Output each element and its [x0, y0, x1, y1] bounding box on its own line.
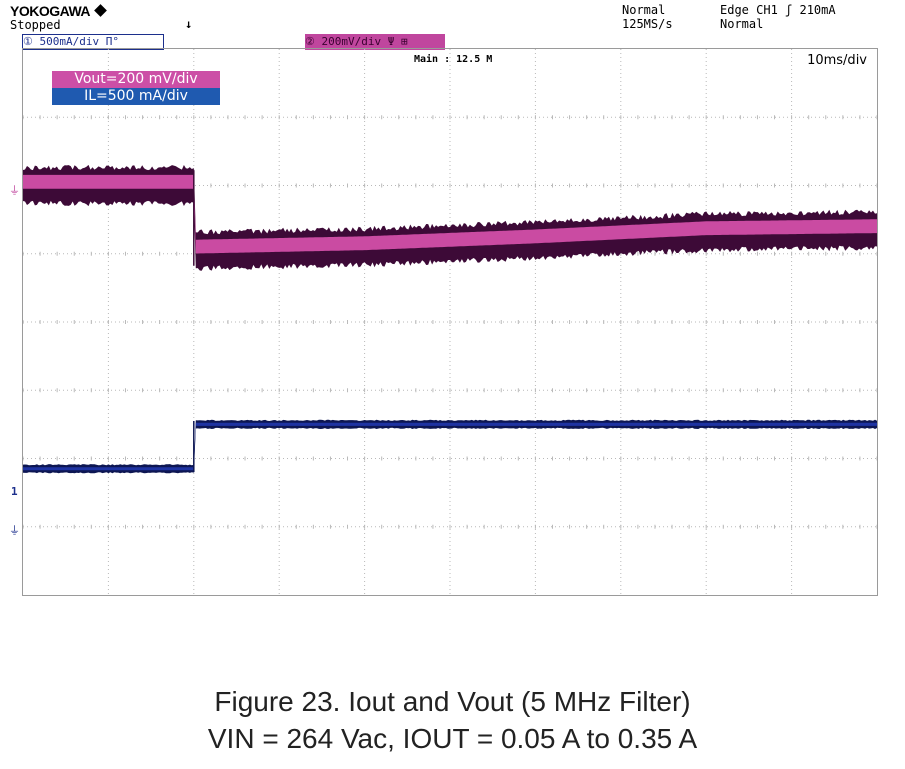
time-per-division: 10ms/div [807, 53, 867, 68]
brand-name: YOKOGAWA [10, 3, 91, 19]
trigger-description: Edge CH1 ʃ 210mA [720, 3, 836, 17]
legend: Vout=200 mV/div IL=500 mA/div [52, 71, 220, 105]
brand-logo: YOKOGAWA [10, 3, 107, 19]
brand-diamond-icon [94, 4, 107, 17]
scope-screen [22, 48, 878, 596]
ch1-setting: ① 500mA/div Π° [22, 34, 164, 50]
caption-line-1: Figure 23. Iout and Vout (5 MHz Filter) [214, 686, 691, 717]
sample-rate: 125MS/s [622, 17, 673, 31]
caption-line-2: VIN = 264 Vac, IOUT = 0.05 A to 0.35 A [207, 723, 698, 754]
ch1-level-marker: 1 [11, 485, 18, 498]
vout-trace [23, 174, 877, 254]
legend-il: IL=500 mA/div [52, 88, 220, 105]
acquisition-status: Stopped [10, 18, 61, 32]
zoom-main-label: Main : 12.5 M [414, 54, 493, 65]
trigger-position-icon: ↓ [185, 17, 193, 31]
waveform-plot [22, 49, 878, 595]
scope-header: YOKOGAWA Stopped ↓ Normal 125MS/s Edge C… [0, 0, 905, 50]
figure-caption: Figure 23. Iout and Vout (5 MHz Filter) … [0, 683, 905, 757]
graticule [22, 49, 878, 595]
ch1-ground-marker-icon: ⏚ [9, 524, 20, 537]
trace-layer [23, 164, 877, 474]
ch2-ground-marker-icon: ⏚ [9, 184, 20, 197]
trigger-state: Normal [720, 17, 764, 31]
legend-vout: Vout=200 mV/div [52, 71, 220, 88]
trigger-mode: Normal [622, 3, 666, 17]
ch2-setting: ② 200mV/div Ψ ⊞ [305, 34, 445, 50]
